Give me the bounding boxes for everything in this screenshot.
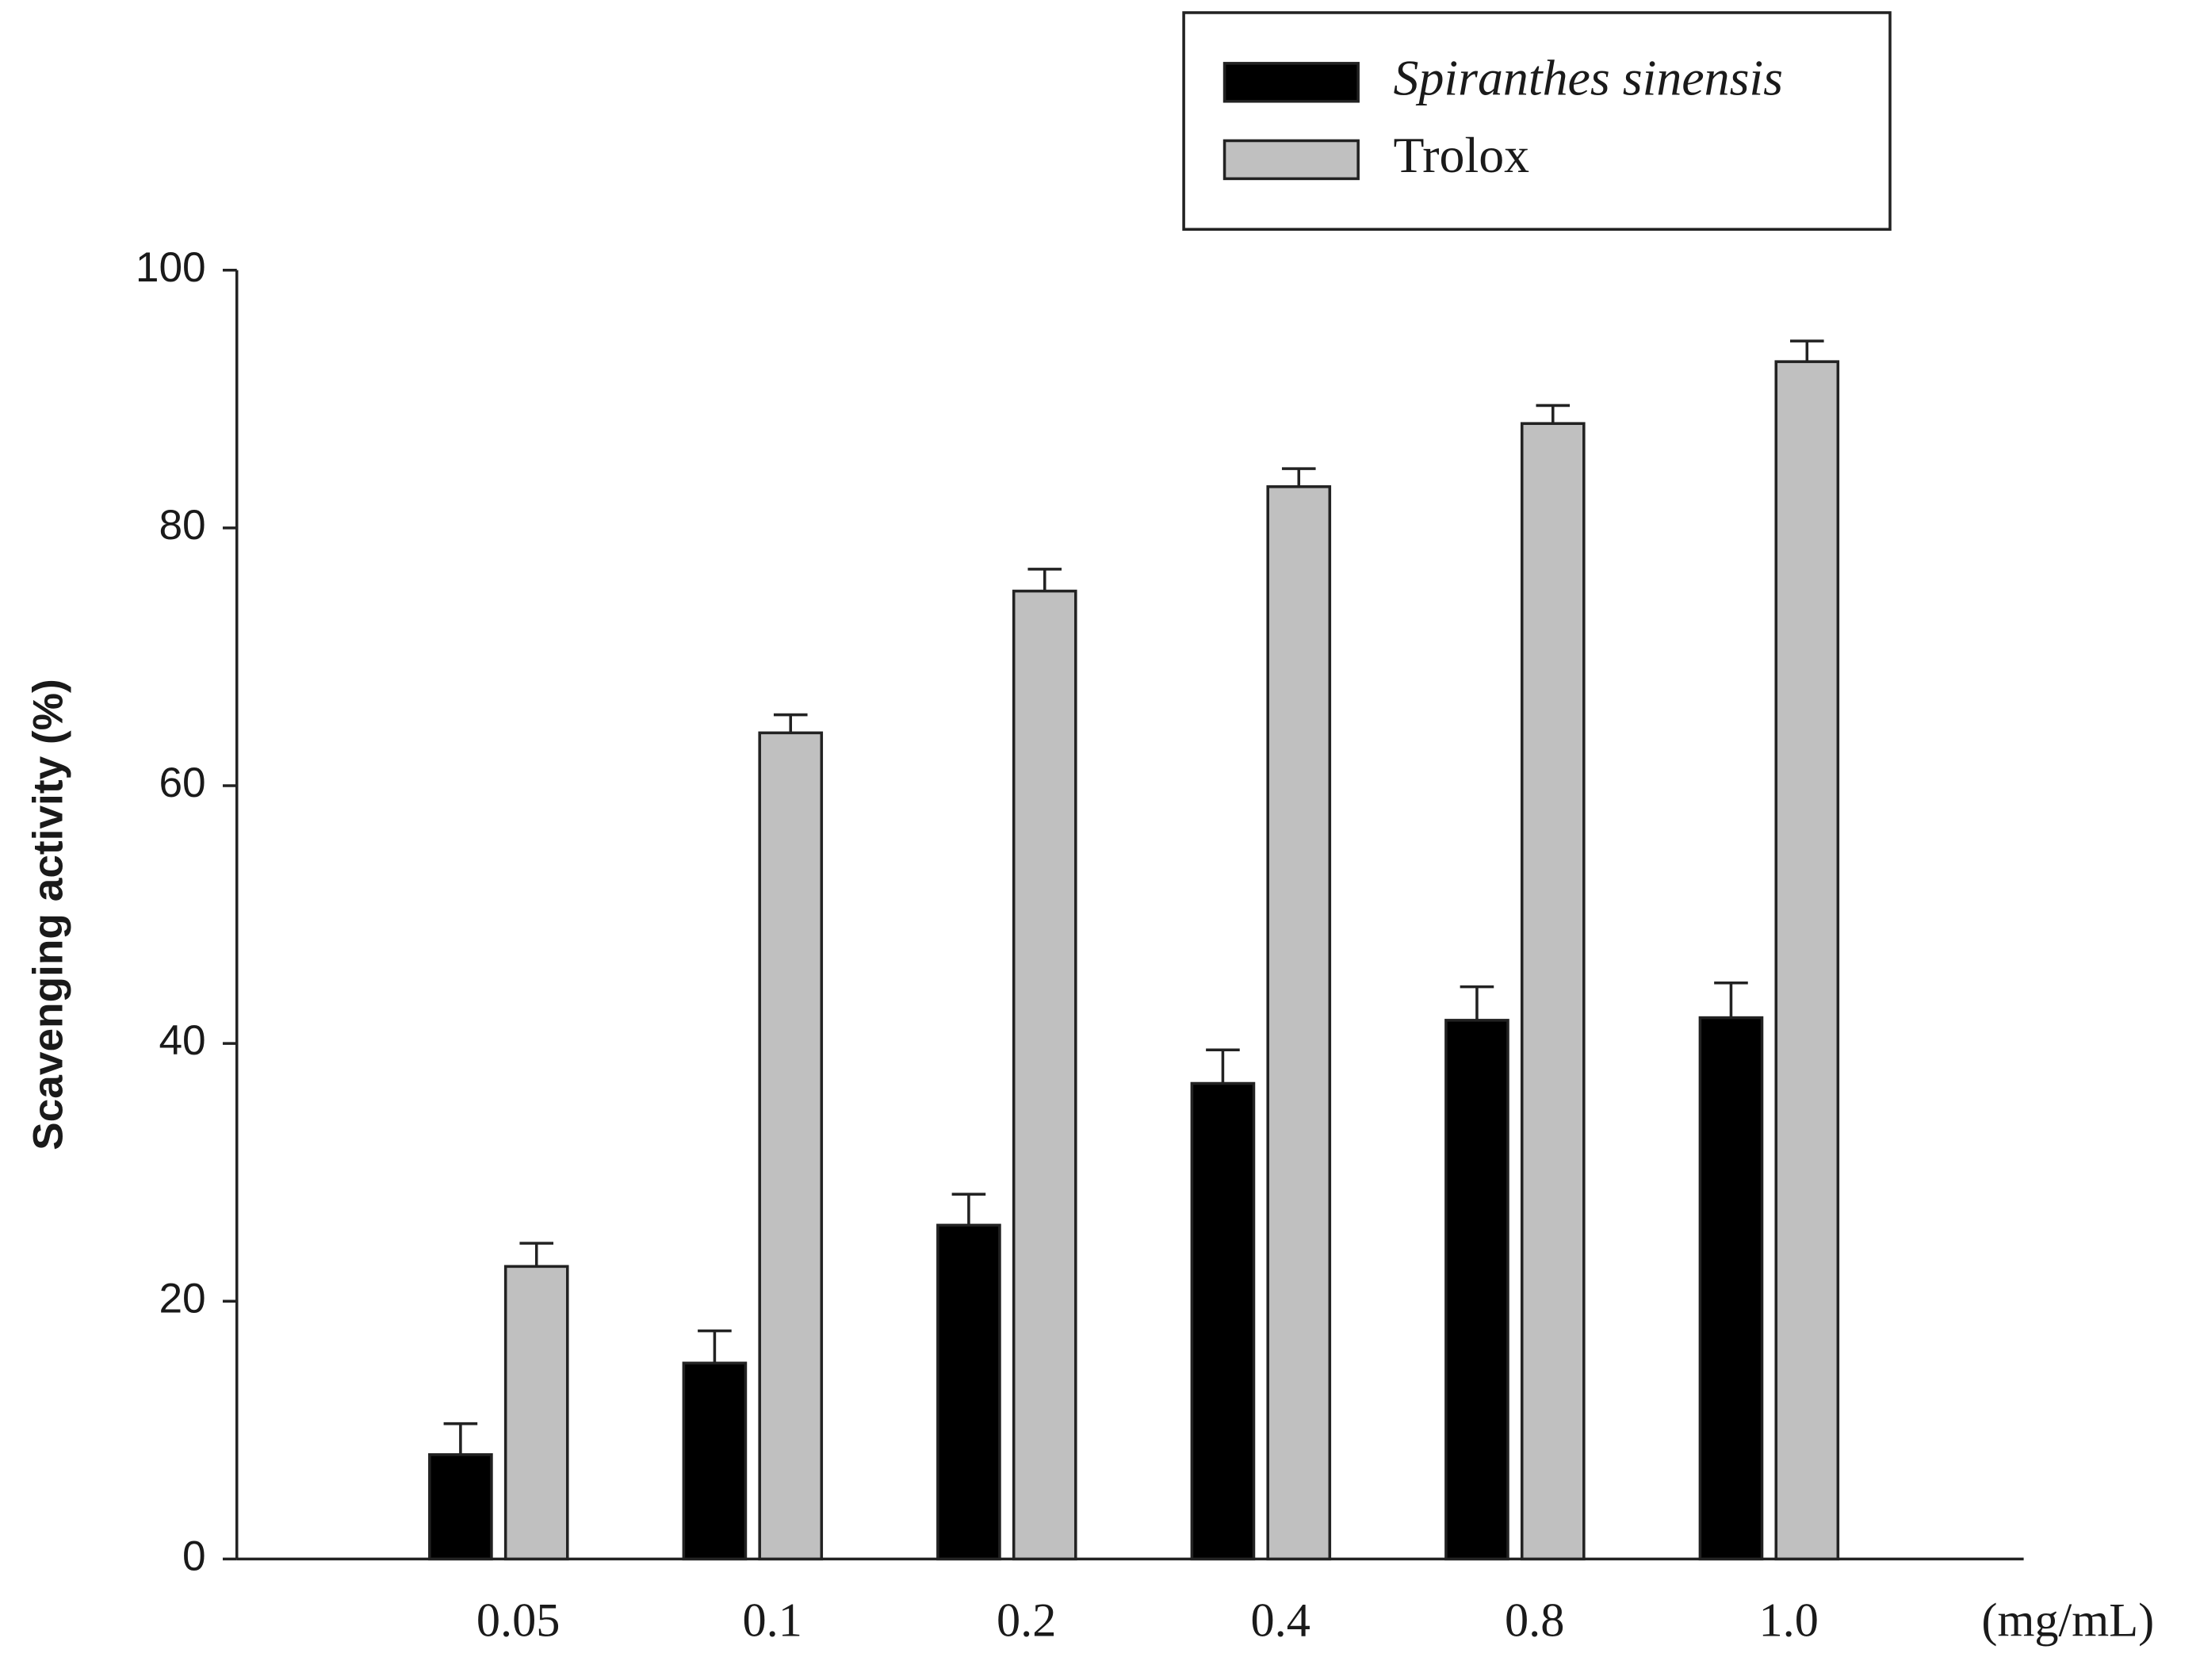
legend-label: Trolox — [1394, 127, 1530, 183]
x-tick-label: 1.0 — [1759, 1594, 1819, 1647]
x-tick-label: 0.2 — [997, 1594, 1056, 1647]
legend-swatch — [1222, 139, 1360, 181]
y-tick-label: 20 — [159, 1275, 205, 1322]
x-tick-label: 0.1 — [742, 1594, 802, 1647]
bar — [503, 1265, 569, 1561]
bar — [428, 1452, 493, 1561]
bar — [682, 1361, 748, 1561]
y-tick-label: 100 — [136, 244, 206, 291]
y-tick-label: 60 — [159, 760, 205, 806]
y-tick-label: 80 — [159, 502, 205, 549]
bar — [1698, 1016, 1764, 1561]
x-unit-label: (mg/mL) — [1981, 1594, 2154, 1647]
legend-swatch — [1222, 62, 1360, 103]
bar — [1012, 589, 1077, 1561]
y-tick-label: 40 — [159, 1017, 205, 1064]
bar — [1444, 1019, 1509, 1561]
y-axis-label: Scavenging activity (%) — [25, 679, 72, 1150]
bar — [1520, 422, 1586, 1561]
x-tick-label: 0.05 — [476, 1594, 561, 1647]
x-tick-label: 0.4 — [1250, 1594, 1310, 1647]
bar — [936, 1223, 1001, 1561]
y-tick-label: 0 — [182, 1533, 206, 1579]
legend-label: Spiranthes sinensis — [1394, 49, 1784, 105]
bar — [1190, 1081, 1256, 1561]
bar — [758, 731, 824, 1561]
bar — [1266, 485, 1332, 1561]
x-tick-label: 0.8 — [1505, 1594, 1564, 1647]
bar — [1774, 360, 1840, 1561]
legend-box — [1182, 11, 1892, 232]
